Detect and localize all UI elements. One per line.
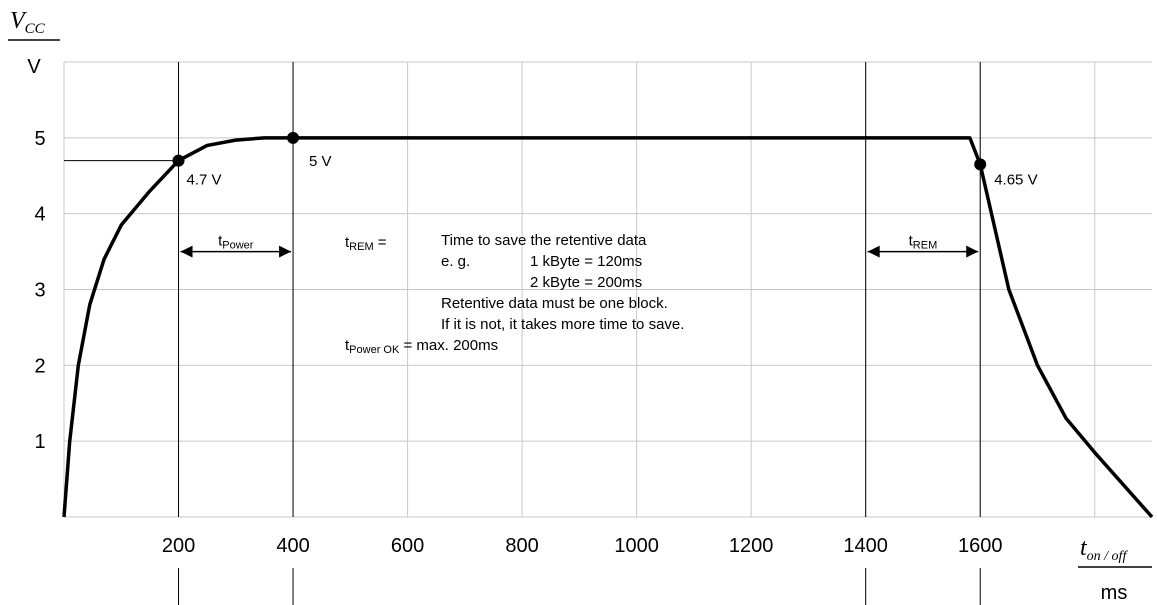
y-axis-title: VCC <box>10 8 46 37</box>
note: 2 kByte = 200ms <box>530 274 642 291</box>
x-tick-label: 400 <box>276 535 309 557</box>
x-axis-title-sub: on / off <box>1087 549 1129 564</box>
note-rest: = <box>374 234 387 251</box>
note-text: Retentive data must be one block. <box>441 295 668 312</box>
span-label-main: t <box>218 233 223 250</box>
note-text: e. g. <box>441 253 470 270</box>
note-main: t <box>345 234 350 251</box>
x-axis-title-main: t <box>1080 535 1088 561</box>
note-text: 2 kByte = 200ms <box>530 274 642 291</box>
point <box>974 158 987 171</box>
note-sub: Power OK <box>349 344 400 356</box>
x-tick-label: 1400 <box>843 535 888 557</box>
note-text: Time to save the retentive data <box>441 232 647 249</box>
span-label-sub: Power <box>222 240 254 252</box>
note: Time to save the retentive data <box>441 232 647 249</box>
note: e. g. <box>441 253 470 270</box>
point <box>287 131 300 144</box>
y-tick-label: 4 <box>34 204 45 226</box>
x-axis-title: ton / off <box>1080 535 1128 564</box>
note-text: If it is not, it takes more time to save… <box>441 316 684 333</box>
note-text: 1 kByte = 120ms <box>530 253 642 270</box>
span-label-main: t <box>909 233 914 250</box>
point-label: 4.7 V <box>187 172 222 189</box>
curve <box>62 136 1154 519</box>
y-tick-label: 2 <box>34 355 45 377</box>
note: tPower OK = max. 200ms <box>345 337 498 356</box>
y-tick-label: 1 <box>34 431 45 453</box>
y-tick-label: 5 <box>34 128 45 150</box>
span-label-sub: REM <box>913 240 937 252</box>
y-tick-label: 3 <box>34 280 45 302</box>
point-label: 4.65 V <box>994 171 1037 188</box>
note: Retentive data must be one block. <box>441 295 668 312</box>
x-tick-label: 800 <box>505 535 538 557</box>
x-tick-label: 600 <box>391 535 424 557</box>
point-label: 5 V <box>309 153 332 170</box>
note: 1 kByte = 120ms <box>530 253 642 270</box>
x-tick-label: 200 <box>162 535 195 557</box>
note-rest: = max. 200ms <box>399 337 498 354</box>
note: tREM = <box>345 234 387 253</box>
x-tick-label: 1600 <box>958 535 1003 557</box>
span-label: tPower <box>218 233 254 252</box>
x-axis-unit: ms <box>1101 582 1128 604</box>
y-axis-title-sub: CC <box>25 21 46 37</box>
x-tick-label: 1000 <box>614 535 659 557</box>
note-main: t <box>345 337 350 354</box>
point <box>172 154 185 167</box>
y-axis-title-main: V <box>10 8 27 34</box>
y-axis-unit: V <box>27 56 41 78</box>
note: If it is not, it takes more time to save… <box>441 316 684 333</box>
span-label: tREM <box>909 233 938 252</box>
x-tick-label: 1200 <box>729 535 774 557</box>
note-sub: REM <box>349 241 373 253</box>
